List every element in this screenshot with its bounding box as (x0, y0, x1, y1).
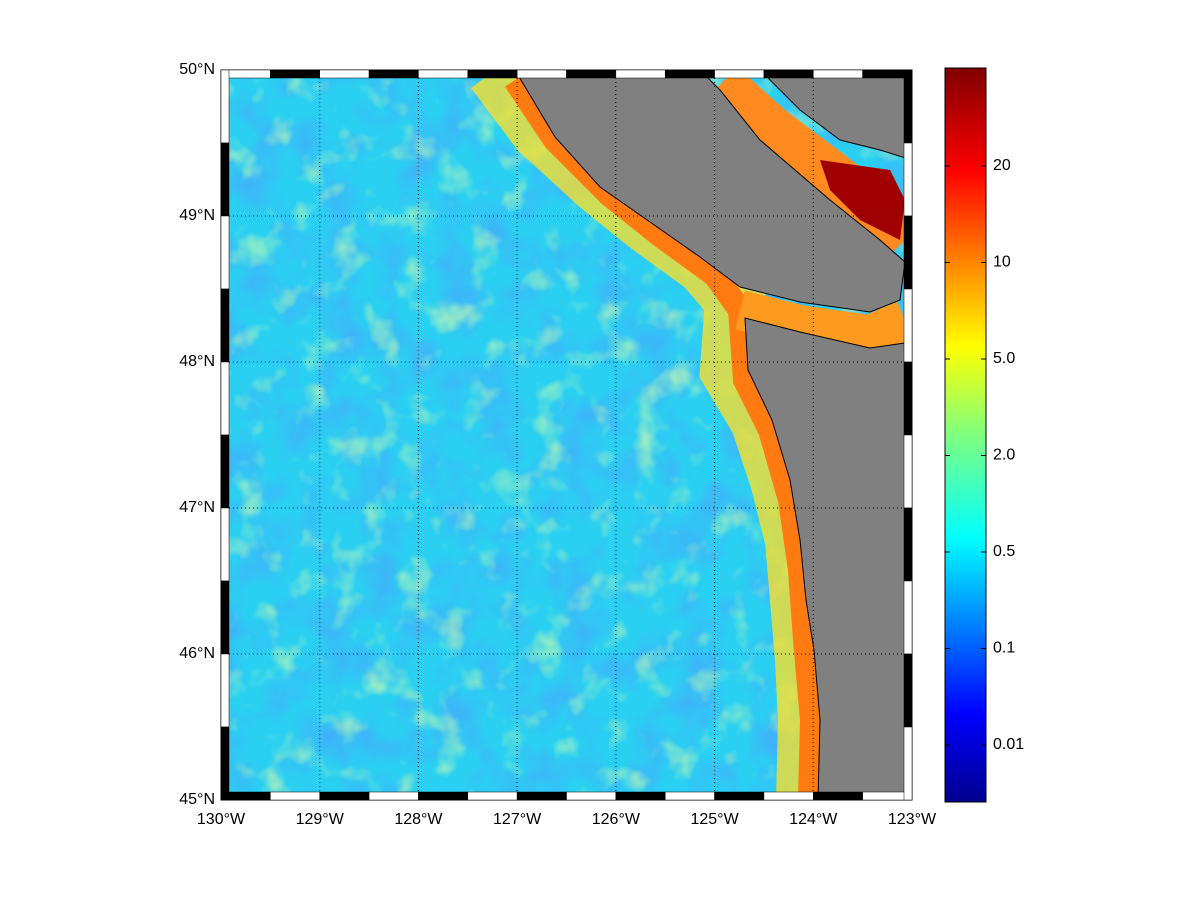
frame-segment (418, 791, 469, 801)
y-tick-label: 45°N (179, 791, 215, 808)
frame-segment (220, 69, 230, 144)
land (519, 78, 904, 313)
y-tick-label: 46°N (179, 645, 215, 662)
frame-segment (714, 791, 765, 801)
frame-segment (368, 69, 419, 79)
map-area (229, 78, 904, 792)
colorbar (944, 67, 987, 803)
frame-segment (903, 726, 913, 801)
frame-segment (220, 215, 230, 290)
frame-segment (220, 142, 230, 217)
frame-segment (516, 791, 567, 801)
frame-segment (903, 69, 913, 144)
colorbar-label: 20 (993, 157, 1011, 174)
y-tick-label: 47°N (179, 499, 215, 516)
colorbar-label: 5.0 (993, 350, 1015, 367)
frame-segment (220, 361, 230, 436)
coastal-band (505, 78, 825, 792)
frame-segment (319, 791, 370, 801)
x-tick-label: 123°W (888, 811, 937, 828)
frame-segment (220, 653, 230, 728)
x-tick-label: 130°W (197, 811, 246, 828)
colorbar-label: 0.1 (993, 640, 1015, 657)
frame-segment (903, 653, 913, 728)
strait-band (735, 290, 904, 356)
y-tick-label: 50°N (179, 61, 215, 78)
y-tick-label: 49°N (179, 207, 215, 224)
frame-segment (418, 69, 469, 79)
frame-segment (467, 69, 518, 79)
frame-segment (467, 791, 518, 801)
frame-segment (566, 791, 617, 801)
land (744, 317, 904, 792)
frame-segment (319, 69, 370, 79)
frame-segment (763, 791, 814, 801)
x-tick-label: 128°W (394, 811, 443, 828)
frame-segment (516, 69, 567, 79)
map-border (220, 69, 913, 801)
frame-segment (220, 507, 230, 582)
frame-segment (566, 69, 617, 79)
colorbar-label: 2.0 (993, 447, 1015, 464)
frame-segment (763, 69, 814, 79)
frame-segment (220, 580, 230, 655)
frame-segment (220, 726, 230, 801)
frame-segment (903, 215, 913, 290)
frame-segment (270, 69, 320, 79)
frame-segment (903, 507, 913, 582)
frame-segment (903, 434, 913, 509)
frame-segment (813, 69, 863, 79)
frame-segment (664, 69, 715, 79)
colorbar-label: 0.01 (993, 736, 1024, 753)
frame-segment (903, 580, 913, 655)
frame-segment (270, 791, 320, 801)
y-tick-label: 48°N (179, 353, 215, 370)
frame-segment (664, 791, 715, 801)
colorbar-label: 0.5 (993, 543, 1015, 560)
colorbar-label: 10 (993, 254, 1011, 271)
frame-segment (813, 791, 863, 801)
frame-segment (903, 361, 913, 436)
frame-segment (903, 288, 913, 363)
frame-segment (220, 288, 230, 363)
x-tick-label: 127°W (493, 811, 542, 828)
frame-segment (714, 69, 765, 79)
high-patch (820, 160, 904, 240)
x-tick-label: 129°W (296, 811, 345, 828)
x-tick-label: 125°W (690, 811, 739, 828)
frame-segment (615, 791, 666, 801)
frame-segment (615, 69, 666, 79)
frame-segment (368, 791, 419, 801)
x-tick-label: 124°W (789, 811, 838, 828)
frame-segment (220, 434, 230, 509)
x-tick-label: 126°W (592, 811, 641, 828)
frame-segment (903, 142, 913, 217)
land (767, 78, 904, 159)
